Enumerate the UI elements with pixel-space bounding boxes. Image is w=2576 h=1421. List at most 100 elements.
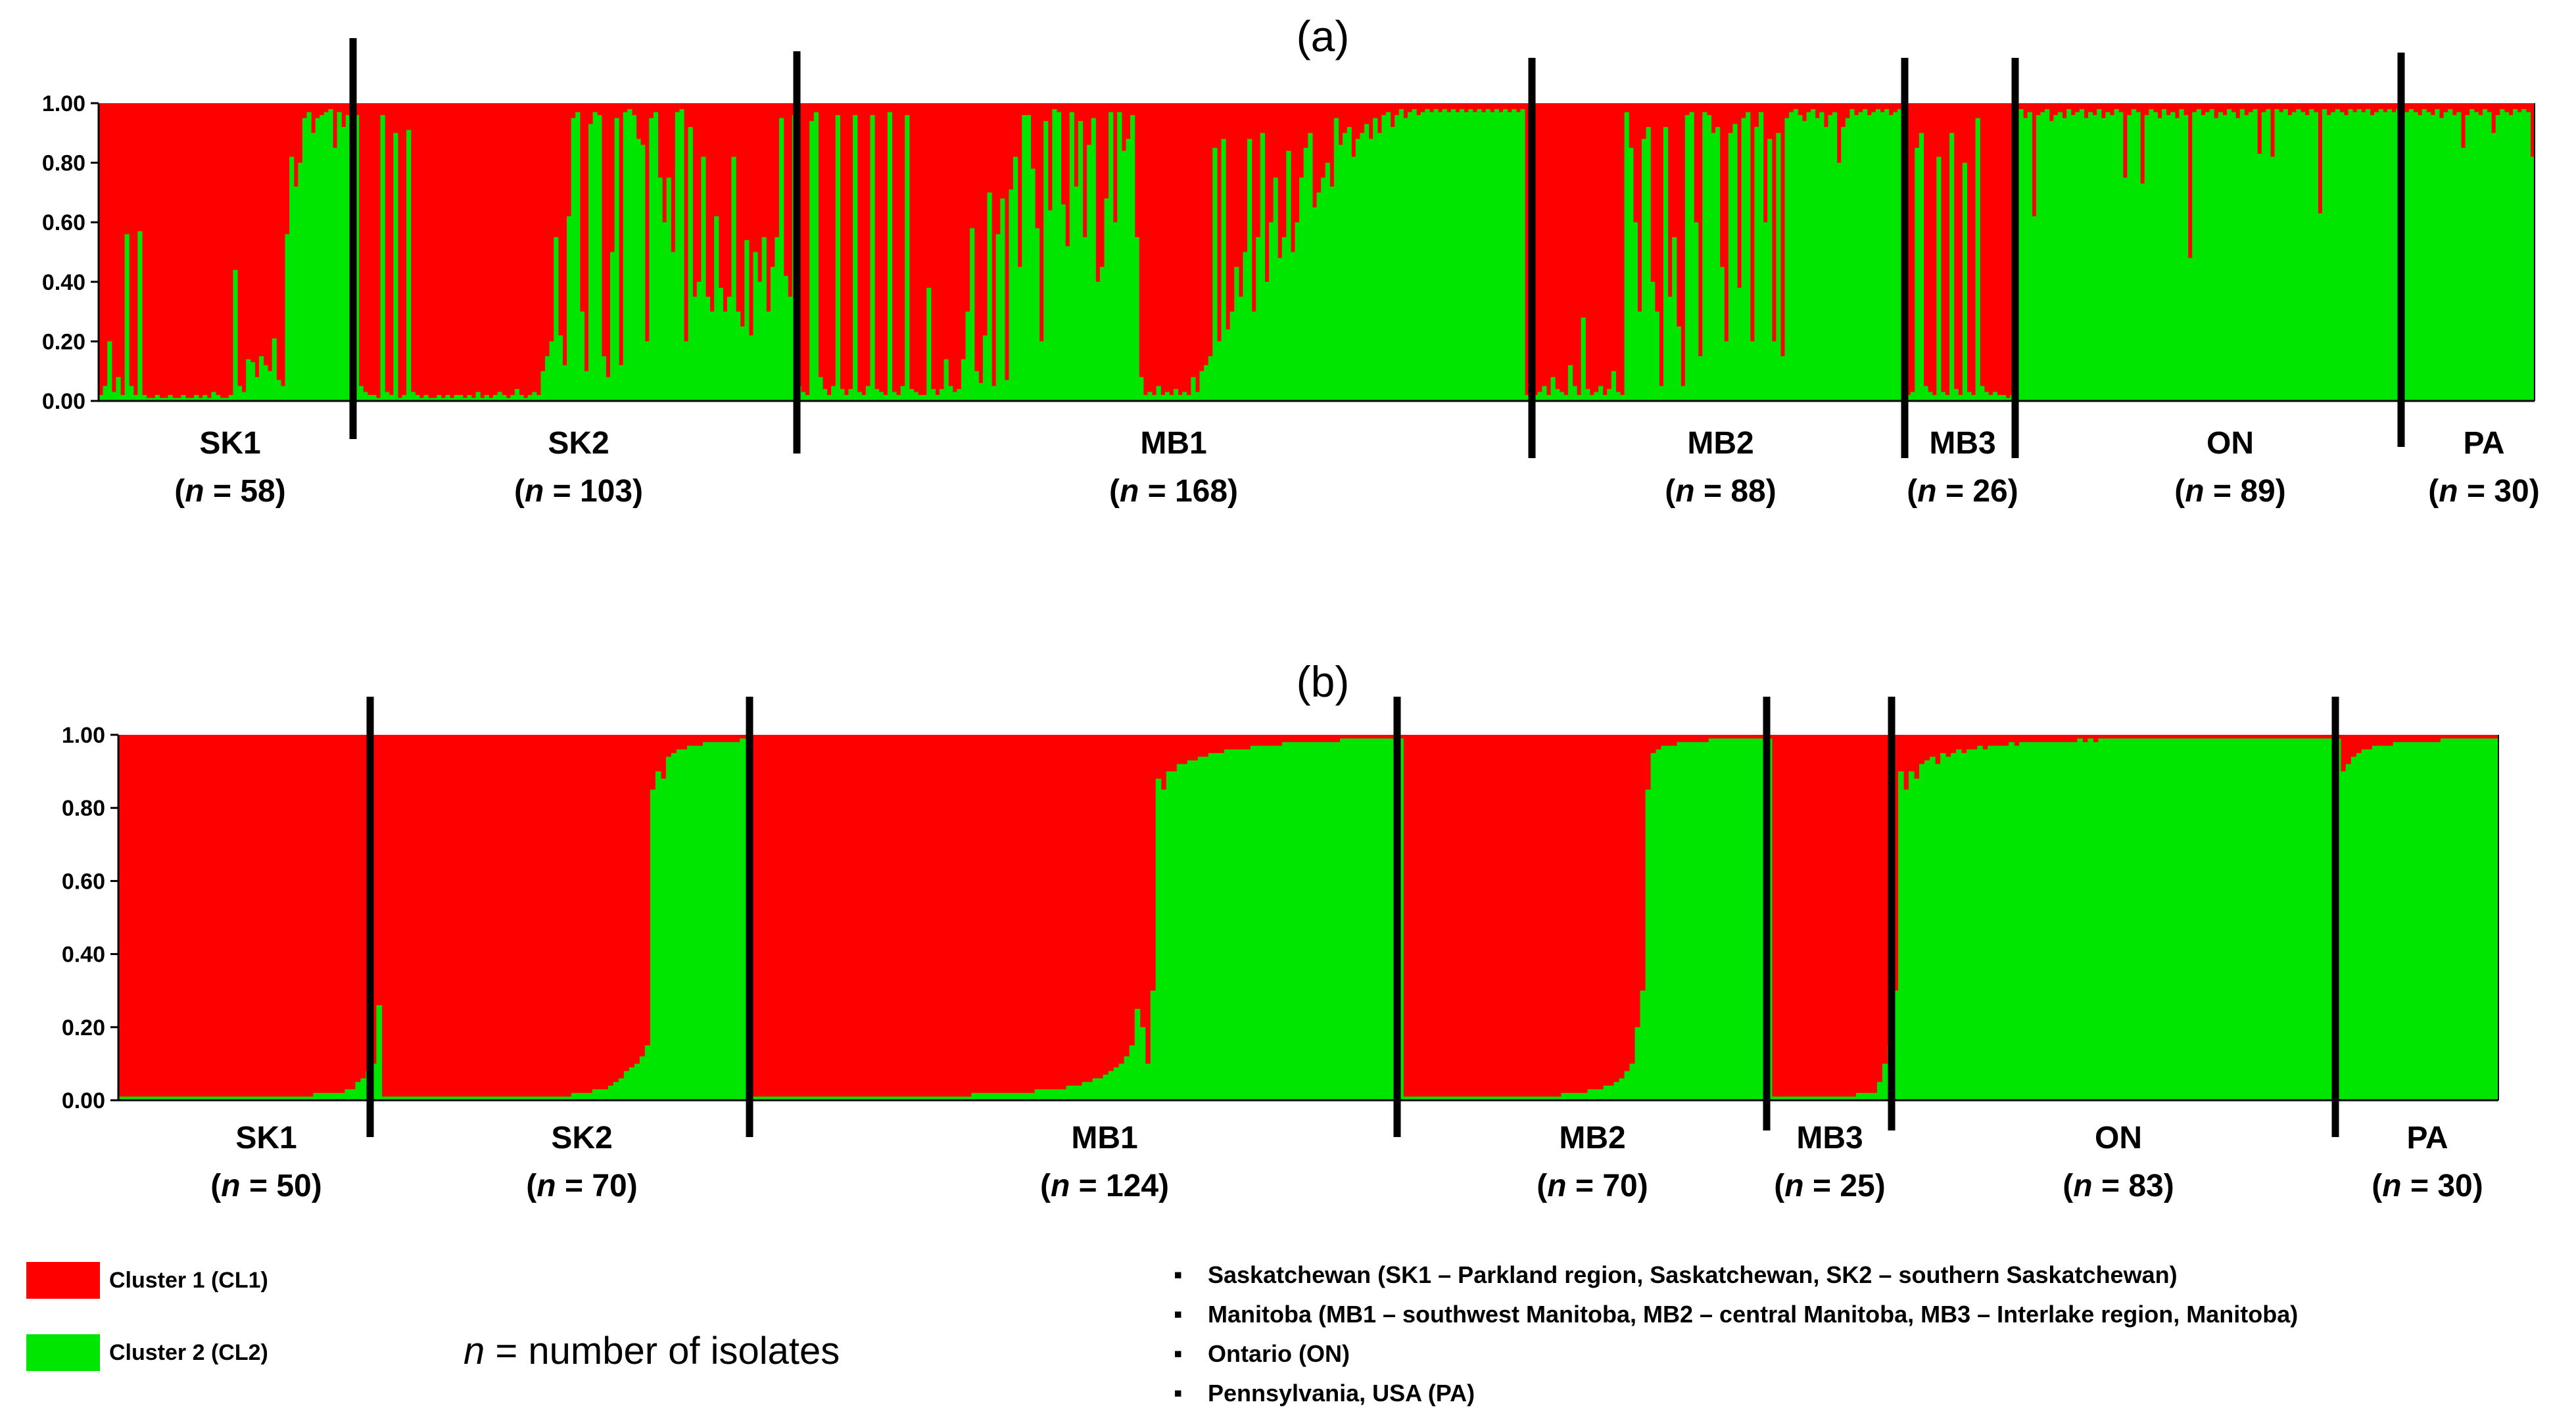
isolate-bar (634, 1063, 640, 1100)
isolate-bar (487, 1096, 493, 1100)
isolate-bar (2304, 115, 2310, 401)
isolate-bar (955, 1096, 962, 1100)
isolate-bar (2082, 742, 2088, 1100)
isolate-bar (1251, 312, 1256, 401)
isolate-bar (467, 394, 472, 401)
isolate-bar (218, 1096, 224, 1100)
isolate-bar (2261, 112, 2266, 401)
isolate-bar (134, 1096, 140, 1100)
isolate-bar (848, 388, 853, 401)
isolate-bar (1435, 1096, 1441, 1100)
isolate-bar (2061, 742, 2067, 1100)
isolate-bar (1273, 177, 1278, 401)
isolate-bar (166, 1096, 172, 1100)
isolate-bar (2149, 109, 2154, 401)
isolate-bar (1297, 742, 1304, 1100)
isolate-bar (2019, 742, 2025, 1100)
isolate-bar (1381, 115, 1387, 401)
isolate-bar (1871, 1092, 1878, 1100)
group-label: ON (2095, 1121, 2142, 1155)
isolate-bar (2482, 738, 2489, 1100)
isolate-bar (2209, 109, 2214, 401)
isolate-bar (1967, 749, 1972, 1100)
isolate-bar (1875, 109, 1881, 401)
isolate-bar (1143, 394, 1148, 401)
isolate-bar (387, 1096, 393, 1100)
isolate-bar (1277, 258, 1283, 401)
isolate-bar (1832, 112, 1838, 401)
isolate-bar (392, 1096, 398, 1100)
isolate-bar (529, 1096, 535, 1100)
isolate-bar (527, 394, 533, 401)
isolate-bar (2057, 112, 2063, 401)
isolate-bar (934, 1096, 940, 1100)
isolate-bar (254, 377, 260, 401)
isolate-bar (454, 394, 459, 401)
isolate-bar (1343, 133, 1348, 402)
isolate-bar (1958, 394, 1963, 401)
isolate-bar (2393, 742, 2399, 1100)
isolate-bar (627, 109, 632, 401)
isolate-bar (2374, 112, 2379, 401)
isolate-bar (945, 1096, 951, 1100)
isolate-bar (1567, 365, 1573, 401)
isolate-bar (276, 380, 281, 401)
isolate-bar (1734, 738, 1741, 1100)
isolate-bar (688, 127, 693, 402)
isolate-bar (2266, 738, 2273, 1100)
panel-a-chart: (a) 0.00 0.20 0.40 0.60 0.80 1.00 SK1 (n = 58) SK… (42, 12, 2540, 509)
isolate-bar (1607, 388, 1612, 401)
isolate-bar (608, 1085, 614, 1100)
group-count-label: (n = 25) (1774, 1169, 1885, 1203)
isolate-bar (345, 1089, 350, 1100)
isolate-bar (1043, 121, 1049, 401)
isolate-bar (619, 365, 624, 401)
isolate-bar (292, 1096, 298, 1100)
isolate-bar (1555, 388, 1560, 401)
isolate-bar (1047, 210, 1053, 401)
legend-label-cluster2: Cluster 2 (CL2) (109, 1339, 268, 1365)
isolate-bar (333, 147, 338, 401)
isolate-bar (1961, 753, 1967, 1100)
isolate-bar (2144, 115, 2149, 401)
isolate-bar (853, 115, 858, 401)
isolate-bar (1069, 112, 1074, 401)
isolate-bar (1841, 127, 1846, 402)
isolate-bar (2513, 109, 2518, 401)
isolate-bar (1970, 394, 1976, 401)
isolate-bar (268, 371, 273, 401)
group-count-label: (n = 83) (2063, 1169, 2174, 1203)
isolate-bar (1034, 228, 1040, 401)
isolate-bar (1871, 112, 1876, 401)
isolate-bar (550, 1096, 556, 1100)
isolate-bar (539, 1096, 546, 1100)
isolate-bar (2092, 115, 2097, 401)
isolate-bar (339, 1092, 345, 1100)
isolate-bar (2224, 738, 2231, 1100)
isolate-bar (991, 386, 997, 401)
isolate-bar (502, 1096, 509, 1100)
isolate-bar (2072, 742, 2078, 1100)
isolate-bar (371, 1063, 377, 1100)
isolate-bar (1780, 356, 1786, 401)
group-label: MB2 (1559, 1121, 1625, 1155)
isolate-bar (2079, 109, 2084, 401)
isolate-bar (1113, 1067, 1120, 1100)
isolate-bar (1940, 753, 1946, 1100)
isolate-bar (727, 296, 732, 401)
isolate-bar (2045, 742, 2051, 1100)
isolate-bar (644, 341, 650, 401)
isolate-bar (1360, 133, 1365, 402)
isolate-bar (381, 1096, 388, 1100)
group-count-label: (n = 70) (526, 1169, 637, 1203)
y-tick-label: 0.40 (42, 270, 85, 295)
isolate-bar (2387, 745, 2394, 1100)
isolate-bar (216, 394, 221, 401)
isolate-bar (601, 356, 606, 401)
isolate-bar (1984, 392, 1989, 401)
isolate-bar (1009, 189, 1014, 401)
isolate-bar (1706, 115, 1712, 401)
isolate-bar (1498, 1096, 1504, 1100)
isolate-bar (402, 394, 407, 401)
isolate-bar (2056, 742, 2062, 1100)
